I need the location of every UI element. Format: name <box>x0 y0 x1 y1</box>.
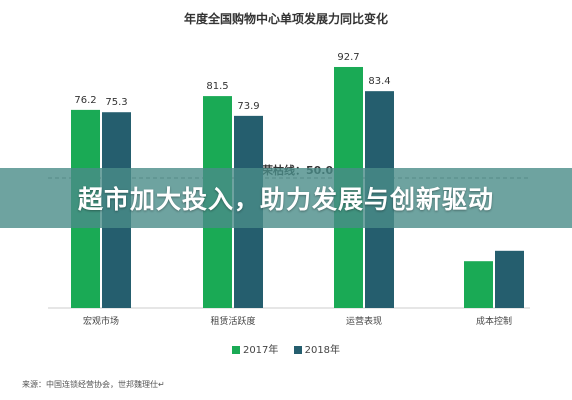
category-label-1: 租赁活跃度 <box>210 315 255 327</box>
value-label-2017-1: 81.5 <box>206 81 228 92</box>
value-label-2017-0: 76.2 <box>74 95 96 106</box>
category-label-3: 成本控制 <box>476 315 512 327</box>
source-note: 来源：中国连锁经营协会，世邦魏理仕↵ <box>22 380 165 389</box>
legend-swatch-2017 <box>231 346 240 354</box>
legend-swatch-2018 <box>293 346 302 354</box>
legend-label-2018: 2018年 <box>304 345 341 356</box>
overlay-banner: 超市加大投入，助力发展与创新驱动 <box>0 168 572 228</box>
value-label-2018-2: 83.4 <box>368 76 390 87</box>
legend: 2017年 2018年 <box>0 341 572 356</box>
value-label-2018-1: 73.9 <box>237 101 259 112</box>
category-label-2: 运营表现 <box>346 315 382 327</box>
chart-title: 年度全国购物中心单项发展力同比变化 <box>183 12 388 26</box>
banner-text: 超市加大投入，助力发展与创新驱动 <box>77 185 494 214</box>
labels-group: 76.2 75.3 宏观市场 81.5 73.9 租赁活跃度 92.7 83.4 运营表现 成本控… <box>74 52 512 327</box>
legend-item-2018: 2018年 <box>293 341 341 356</box>
category-label-0: 宏观市场 <box>83 315 119 327</box>
value-label-2017-2: 92.7 <box>337 52 359 63</box>
bar-2018-3 <box>495 250 524 308</box>
legend-label-2017: 2017年 <box>242 345 279 356</box>
value-label-2018-0: 75.3 <box>105 97 127 108</box>
bar-2017-3 <box>464 261 493 308</box>
legend-item-2017: 2017年 <box>231 341 279 356</box>
